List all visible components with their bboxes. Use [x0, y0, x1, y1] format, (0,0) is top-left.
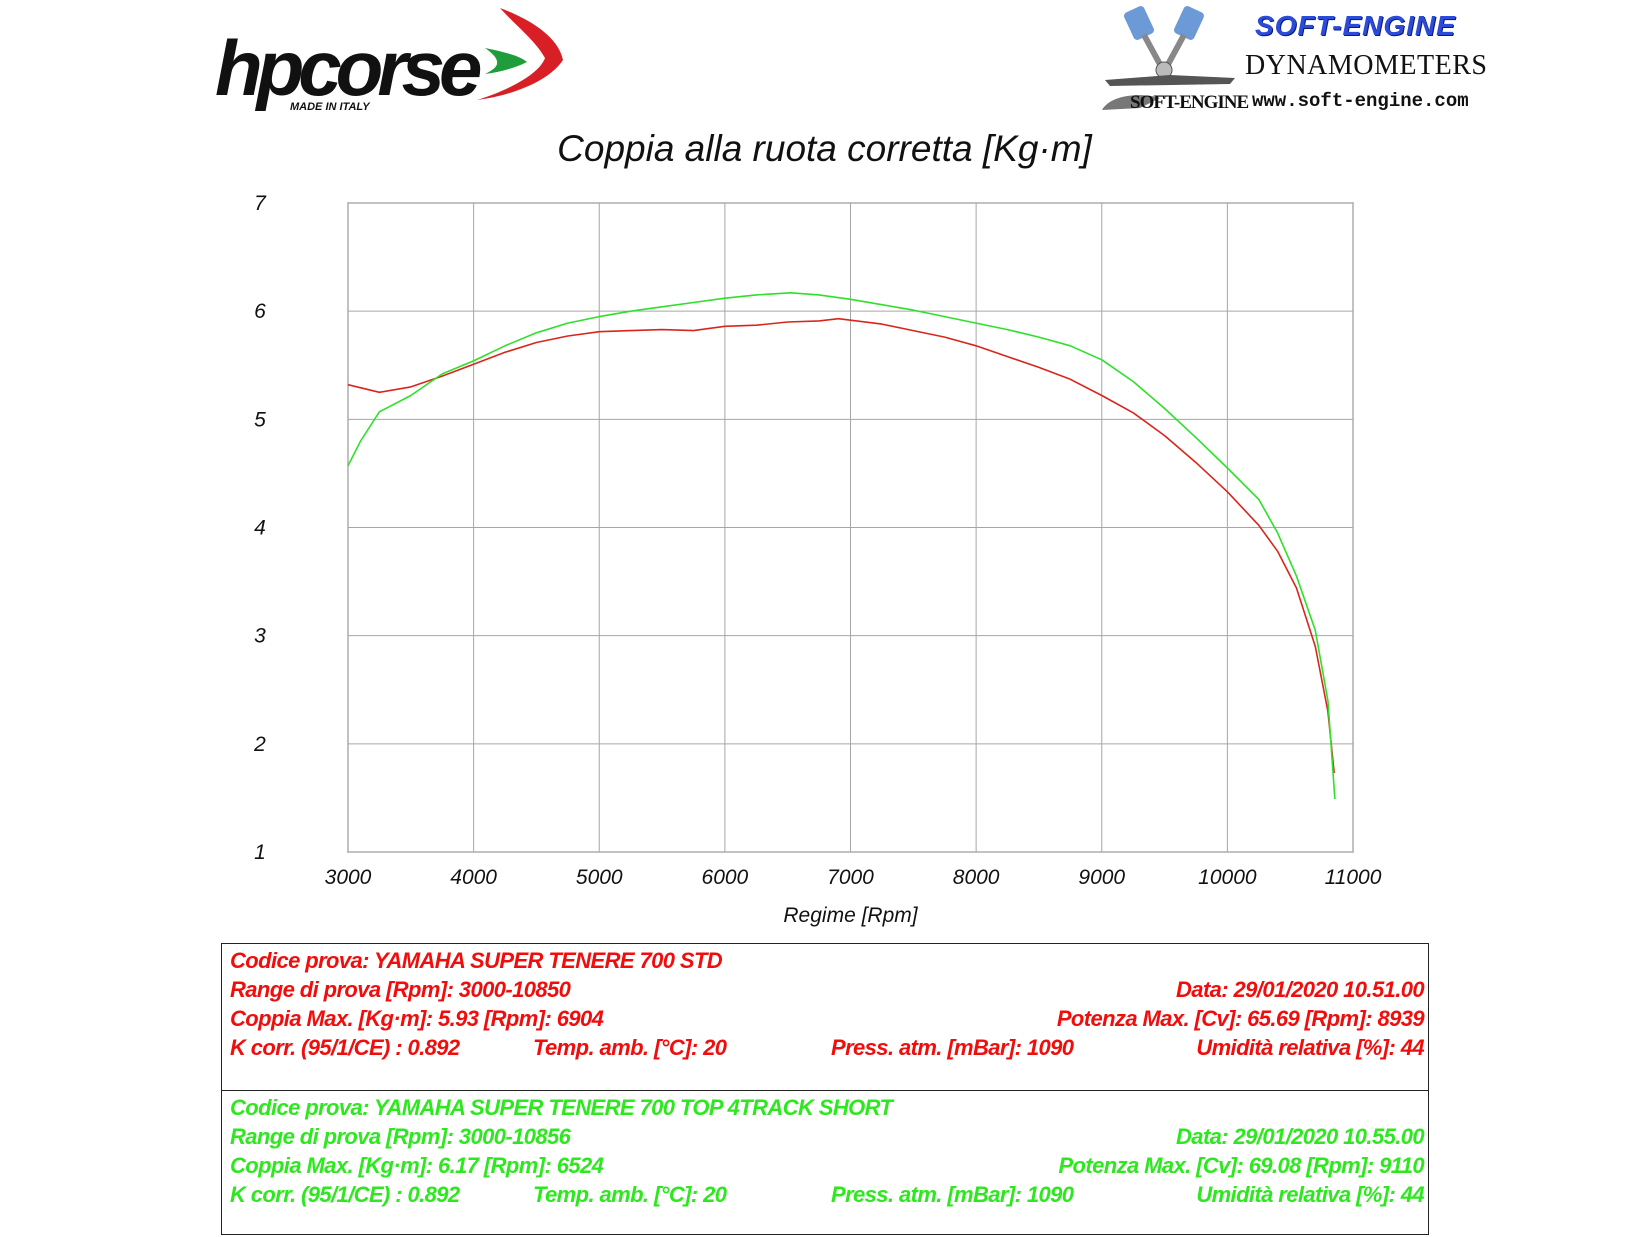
y-tick-label: 1 [254, 841, 266, 864]
red-umid: Umidità relativa [%]: 44 [1196, 1035, 1424, 1060]
soft-engine-logo: SOFT-ENGINE DYNAMOMETERS SOFT-ENGINE www… [1100, 0, 1510, 125]
green-umid: Umidità relativa [%]: 44 [1196, 1182, 1424, 1207]
soft-engine-url: www.soft-engine.com [1252, 90, 1469, 112]
red-codice: Codice prova: YAMAHA SUPER TENERE 700 ST… [230, 948, 723, 973]
hpcorse-logo: hpcorse MADE IN ITALY [215, 0, 595, 125]
x-axis-label: Regime [Rpm] [783, 904, 918, 927]
x-tick-label: 10000 [1198, 866, 1257, 889]
y-tick-label: 7 [254, 192, 267, 215]
green-range: Range di prova [Rpm]: 3000-10856 [230, 1124, 571, 1149]
green-data: Data: 29/01/2020 10.55.00 [1176, 1124, 1425, 1149]
hpcorse-wordmark: hpcorse [215, 24, 481, 112]
grid [347, 202, 1354, 853]
y-tick-labels: 1 2 3 4 5 6 7 [253, 192, 267, 864]
torque-chart: 1 2 3 4 5 6 7 3000 4000 5000 6000 7000 8000 9000 1000… [253, 192, 1382, 927]
soft-engine-small-text: SOFT-ENGINE [1130, 92, 1249, 113]
x-tick-labels: 3000 4000 5000 6000 7000 8000 9000 10000 11000 [325, 866, 1382, 889]
green-temp: Temp. amb. [°C]: 20 [533, 1182, 727, 1207]
red-range: Range di prova [Rpm]: 3000-10850 [230, 977, 571, 1002]
series-line-green [347, 291, 1336, 800]
green-press: Press. atm. [mBar]: 1090 [831, 1182, 1074, 1207]
piston-icon [1102, 6, 1235, 110]
series-lines [347, 291, 1336, 800]
green-codice: Codice prova: YAMAHA SUPER TENERE 700 TO… [230, 1095, 893, 1120]
green-potenza: Potenza Max. [Cv]: 69.08 [Rpm]: 9110 [1058, 1153, 1424, 1178]
test-info-panel: Codice prova: YAMAHA SUPER TENERE 700 ST… [221, 943, 1429, 1235]
green-coppia: Coppia Max. [Kg·m]: 6.17 [Rpm]: 6524 [230, 1153, 604, 1178]
made-in-italy-tag: MADE IN ITALY [290, 101, 371, 113]
x-tick-label: 9000 [1078, 866, 1125, 889]
chart-title: Coppia alla ruota corretta [Kg·m] [557, 128, 1092, 169]
red-coppia: Coppia Max. [Kg·m]: 5.93 [Rpm]: 6904 [230, 1006, 604, 1031]
green-kcorr: K corr. (95/1/CE) : 0.892 [230, 1182, 460, 1207]
red-kcorr: K corr. (95/1/CE) : 0.892 [230, 1035, 460, 1060]
x-tick-label: 7000 [827, 866, 874, 889]
red-test-info: Codice prova: YAMAHA SUPER TENERE 700 ST… [222, 944, 1428, 1090]
hpcorse-logo-graphic: hpcorse MADE IN ITALY [215, 8, 563, 113]
red-potenza: Potenza Max. [Cv]: 65.69 [Rpm]: 8939 [1056, 1006, 1425, 1031]
x-tick-label: 3000 [325, 866, 372, 889]
dynamometers-text: DYNAMOMETERS [1245, 50, 1488, 81]
red-press: Press. atm. [mBar]: 1090 [831, 1035, 1074, 1060]
y-tick-label: 6 [254, 300, 266, 323]
y-tick-label: 3 [254, 625, 266, 648]
green-test-info: Codice prova: YAMAHA SUPER TENERE 700 TO… [222, 1090, 1428, 1237]
x-tick-label: 8000 [953, 866, 1000, 889]
x-tick-label: 4000 [450, 866, 497, 889]
y-tick-label: 4 [254, 517, 266, 540]
x-tick-label: 5000 [576, 866, 623, 889]
y-tick-label: 5 [254, 408, 266, 431]
y-tick-label: 2 [253, 733, 266, 756]
red-data: Data: 29/01/2020 10.51.00 [1176, 977, 1425, 1002]
red-temp: Temp. amb. [°C]: 20 [533, 1035, 727, 1060]
soft-engine-brand: SOFT-ENGINE [1255, 10, 1456, 41]
x-tick-label: 6000 [702, 866, 749, 889]
series-line-red [347, 317, 1335, 774]
x-tick-label: 11000 [1325, 866, 1382, 889]
